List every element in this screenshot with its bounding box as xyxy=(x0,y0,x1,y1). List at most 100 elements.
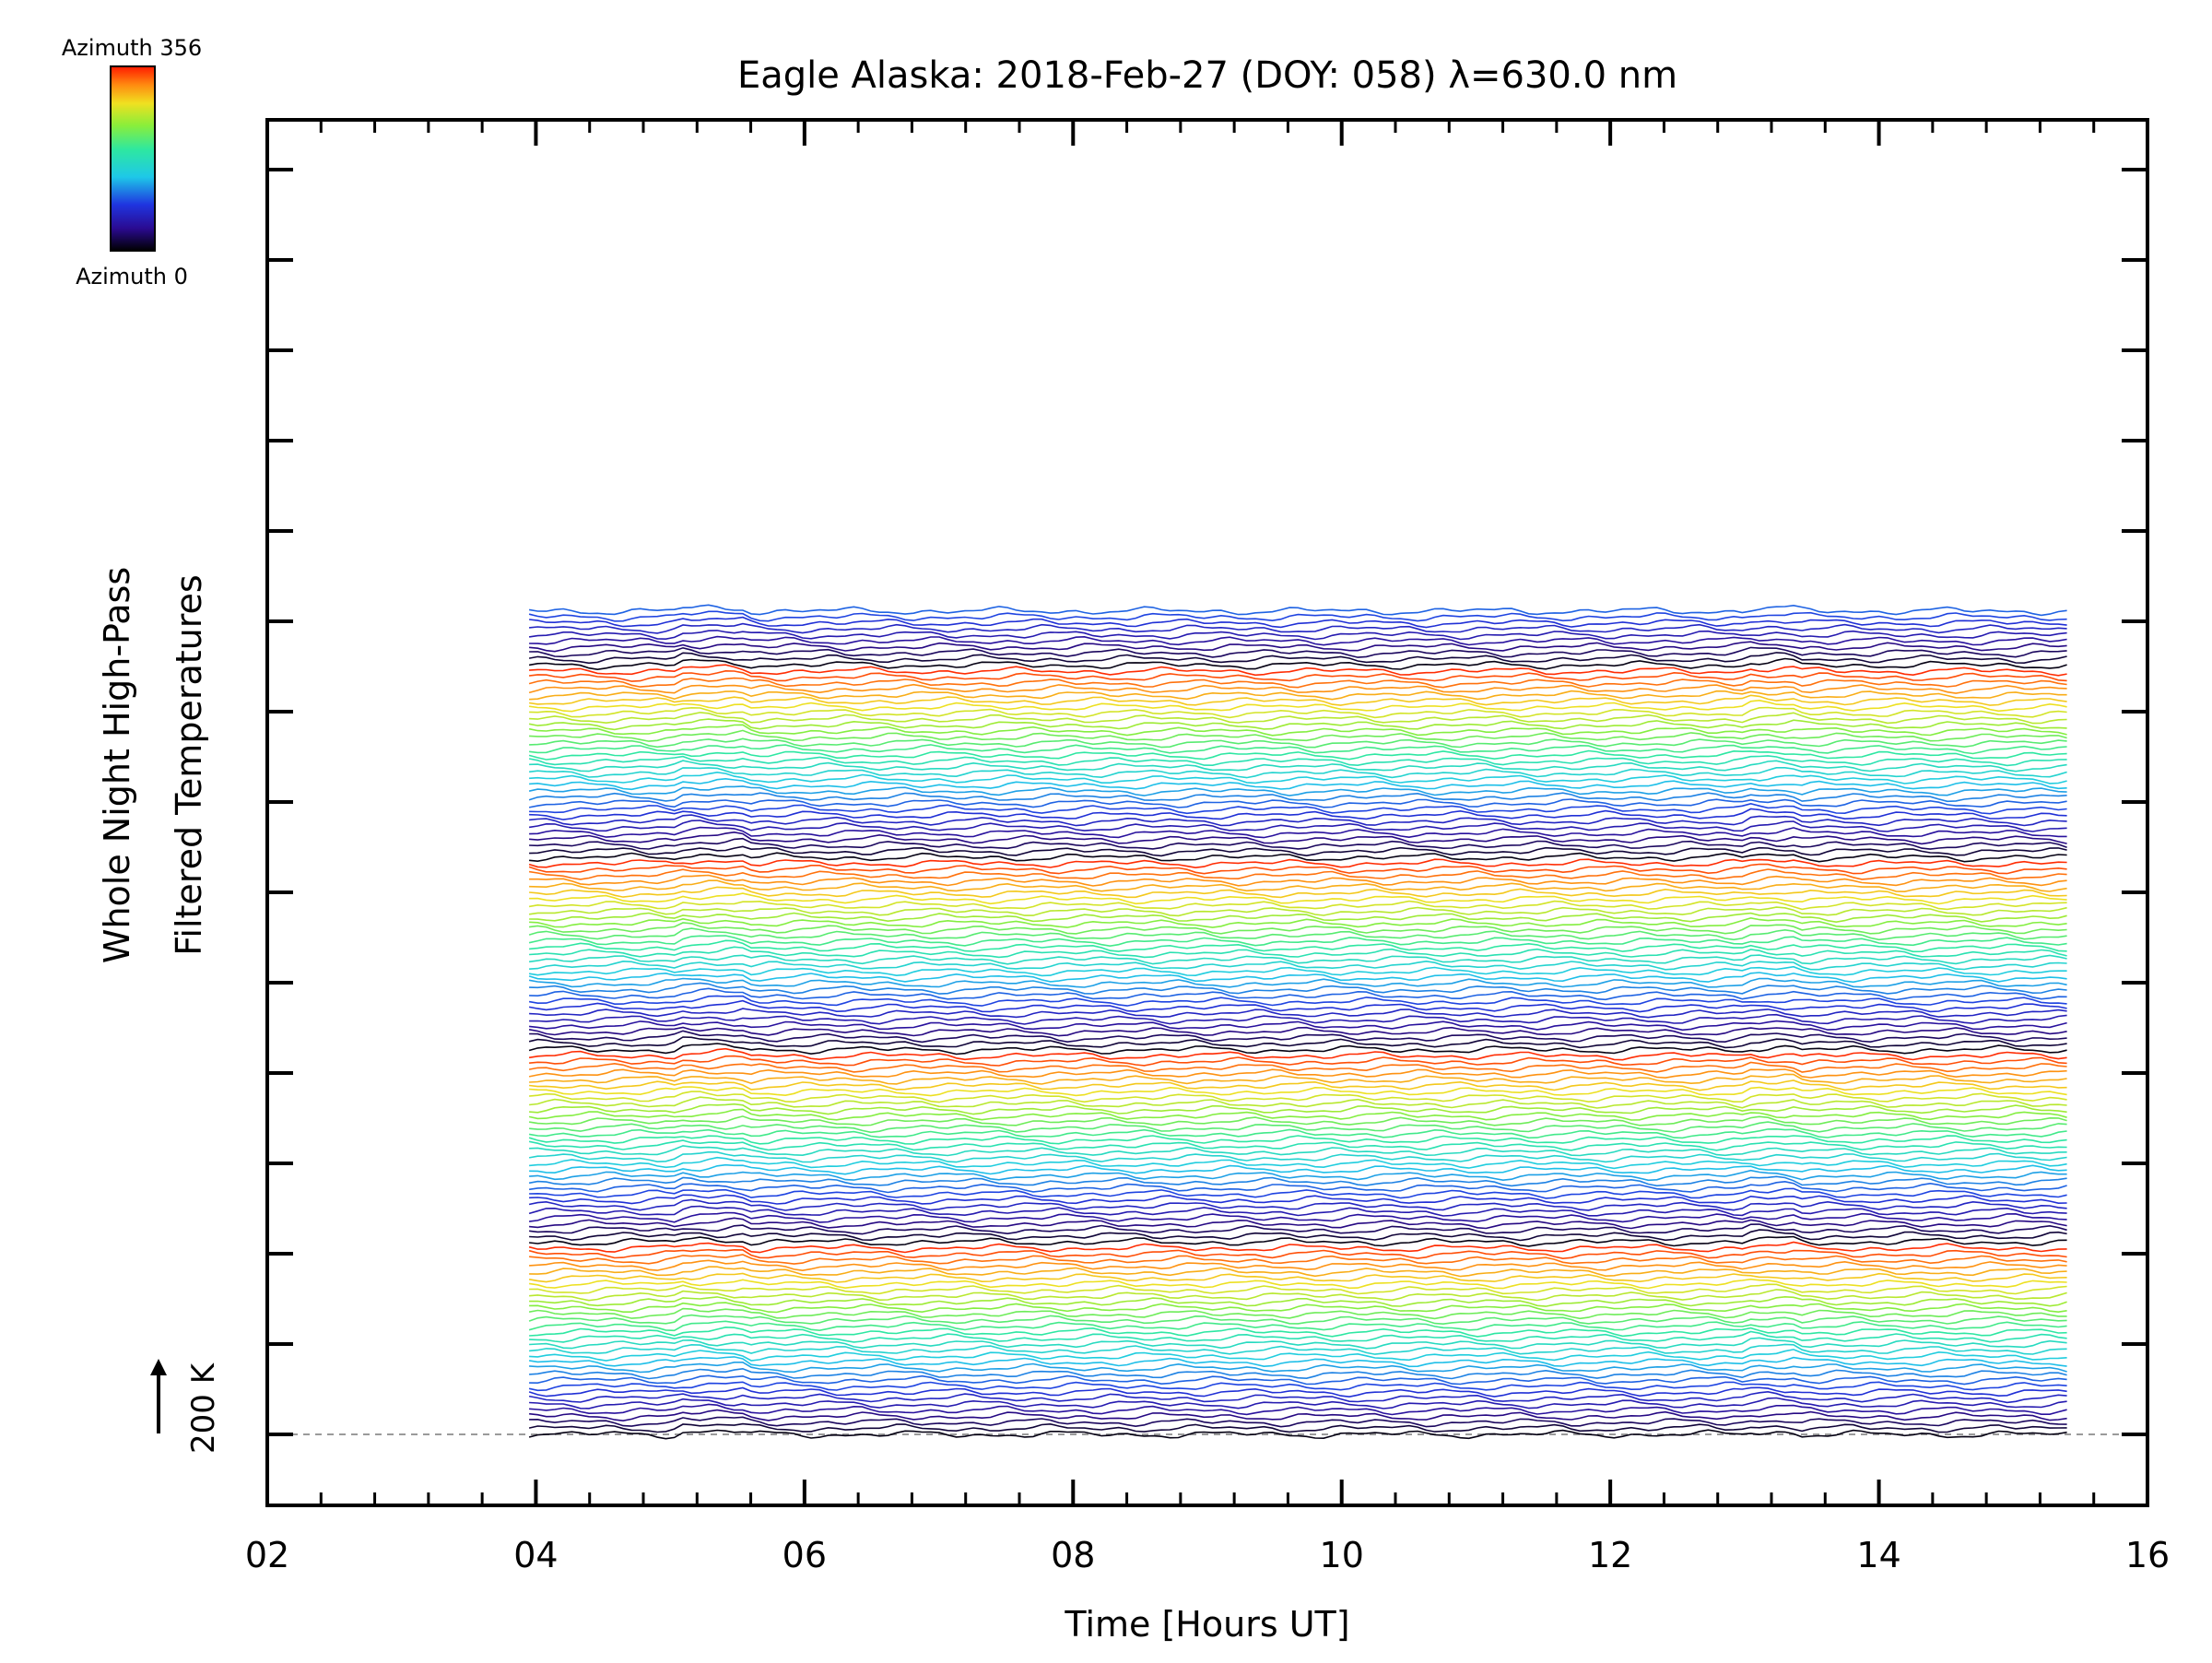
series-line xyxy=(528,1272,2067,1283)
series-line xyxy=(528,900,2067,911)
series-line xyxy=(529,808,2067,820)
series-line xyxy=(529,1362,2067,1374)
series-line xyxy=(528,1386,2067,1398)
series-line xyxy=(528,1127,2067,1139)
series-line xyxy=(528,669,2067,682)
chart-title: Eagle Alaska: 2018-Feb-27 (DOY: 058) λ=6… xyxy=(737,54,1677,97)
series-line xyxy=(528,1150,2067,1163)
series-line xyxy=(529,892,2067,905)
series-line xyxy=(528,1422,2067,1433)
series-line xyxy=(529,1086,2067,1097)
series-line xyxy=(529,879,2067,893)
series-line xyxy=(529,690,2067,701)
series-line xyxy=(529,1073,2067,1085)
scale-arrow-head xyxy=(150,1359,167,1375)
series-line xyxy=(529,646,2067,658)
x-tick-labels: 02 04 06 08 10 12 14 16 xyxy=(245,1535,2170,1575)
series-line xyxy=(529,1217,2067,1230)
series-line xyxy=(529,1295,2067,1307)
series-line xyxy=(529,1194,2067,1205)
series-line xyxy=(529,946,2067,959)
series-line xyxy=(528,868,2067,880)
y-axis-title-line-1: Whole Night High-Pass xyxy=(97,567,137,963)
series-line xyxy=(529,1229,2067,1242)
series-line xyxy=(529,664,2067,677)
series-line xyxy=(528,935,2067,948)
series-line xyxy=(529,1416,2067,1428)
series-line xyxy=(528,1108,2067,1121)
series-line xyxy=(529,616,2067,629)
series-line xyxy=(528,798,2067,808)
series-group xyxy=(528,604,2067,1440)
series-line xyxy=(528,1307,2067,1320)
series-line xyxy=(528,1278,2067,1290)
x-axis-title: Time [Hours UT] xyxy=(1064,1604,1349,1645)
series-line xyxy=(528,1068,2067,1079)
series-line xyxy=(528,1115,2067,1126)
series-line xyxy=(529,1156,2067,1170)
series-line xyxy=(529,1403,2067,1416)
series-line xyxy=(528,1036,2067,1049)
series-line xyxy=(528,922,2067,935)
series-line xyxy=(529,1030,2067,1044)
x-tick-label: 04 xyxy=(513,1535,558,1575)
series-line xyxy=(529,1254,2067,1265)
series-line xyxy=(529,939,2067,953)
x-tick-label: 08 xyxy=(1051,1535,1095,1575)
x-tick-label: 16 xyxy=(2125,1535,2170,1575)
series-line xyxy=(529,987,2067,1001)
series-line xyxy=(528,792,2067,803)
series-line xyxy=(529,737,2067,749)
colorbar-bottom-label: Azimuth 0 xyxy=(76,264,188,289)
series-line xyxy=(528,1314,2067,1326)
series-line xyxy=(529,729,2067,742)
series-line xyxy=(529,777,2067,791)
series-line xyxy=(528,1198,2067,1211)
scale-bar-label: 200 K xyxy=(185,1362,222,1454)
series-line xyxy=(529,1091,2067,1103)
x-tick-label: 14 xyxy=(1856,1535,1900,1575)
series-line xyxy=(528,977,2067,988)
series-line xyxy=(529,1235,2067,1247)
series-line xyxy=(528,724,2067,737)
series-line xyxy=(528,858,2067,869)
series-line xyxy=(528,1211,2067,1223)
series-line xyxy=(529,982,2067,995)
series-line xyxy=(528,785,2067,796)
series-line xyxy=(529,706,2067,719)
series-line xyxy=(528,694,2067,706)
series-line xyxy=(529,1145,2067,1157)
series-line xyxy=(528,604,2067,617)
series-line xyxy=(529,1187,2067,1199)
series-line xyxy=(529,1283,2067,1295)
series-line xyxy=(528,1241,2067,1254)
series-line xyxy=(529,1349,2067,1362)
series-line xyxy=(528,1135,2067,1145)
series-line xyxy=(528,906,2067,917)
series-line xyxy=(529,1374,2067,1386)
temperature-scale-bar: 200 K xyxy=(150,1359,222,1454)
series-line xyxy=(529,802,2067,815)
series-line xyxy=(528,1043,2067,1056)
x-tick-label: 12 xyxy=(1588,1535,1632,1575)
series-line xyxy=(529,1337,2067,1350)
series-line xyxy=(528,1026,2067,1037)
series-line xyxy=(529,1020,2067,1032)
x-tick-label: 10 xyxy=(1320,1535,1364,1575)
series-line xyxy=(529,1163,2067,1175)
series-line xyxy=(528,999,2067,1013)
series-line xyxy=(528,1205,2067,1217)
series-line xyxy=(528,677,2067,689)
series-line xyxy=(529,1289,2067,1302)
series-line xyxy=(529,814,2067,827)
series-line xyxy=(529,771,2067,784)
series-line xyxy=(529,831,2067,845)
series-line xyxy=(529,760,2067,773)
series-line xyxy=(529,1055,2067,1067)
series-line xyxy=(528,954,2067,965)
series-line xyxy=(529,767,2067,779)
series-line xyxy=(529,1266,2067,1278)
series-line xyxy=(528,652,2067,665)
series-line xyxy=(529,837,2067,850)
